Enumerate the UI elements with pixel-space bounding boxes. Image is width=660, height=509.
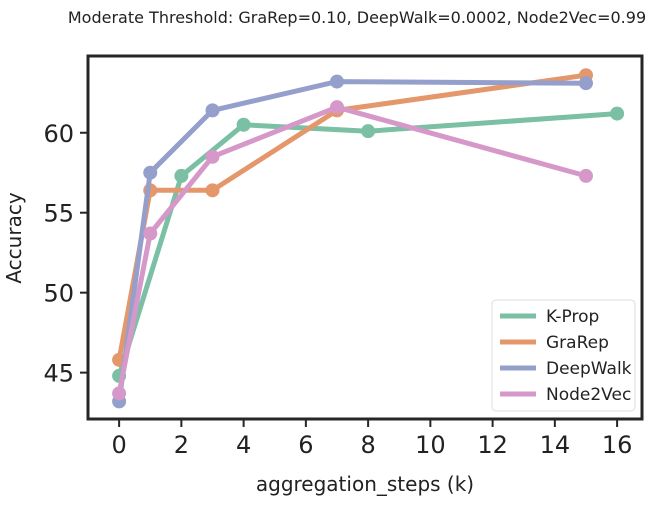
x-tick-label: 12 xyxy=(477,431,508,459)
series-node2vec xyxy=(112,100,593,401)
legend-label-k-prop: K-Prop xyxy=(546,307,599,327)
data-point-node2vec xyxy=(578,168,593,183)
data-point-node2vec xyxy=(143,226,158,241)
data-point-deepwalk xyxy=(329,74,344,89)
y-tick-label: 55 xyxy=(43,200,74,228)
y-tick-label: 60 xyxy=(43,120,74,148)
x-tick-label: 2 xyxy=(174,431,189,459)
x-tick-label: 8 xyxy=(360,431,375,459)
y-axis-label: Accuracy xyxy=(2,192,26,283)
x-tick-label: 16 xyxy=(602,431,633,459)
legend-box xyxy=(491,299,636,412)
x-tick-label: 6 xyxy=(298,431,313,459)
data-point-deepwalk xyxy=(205,103,220,118)
legend-label-node2vec: Node2Vec xyxy=(546,385,631,405)
data-point-grarep xyxy=(205,183,220,198)
chart-title: Moderate Threshold: GraRep=0.10, DeepWal… xyxy=(68,8,646,27)
data-point-k-prop xyxy=(236,117,251,132)
plot-frame xyxy=(86,54,644,421)
data-point-k-prop xyxy=(174,168,189,183)
series-deepwalk xyxy=(112,74,593,409)
x-axis-label: aggregation_steps (k) xyxy=(256,472,474,496)
data-point-node2vec xyxy=(205,149,220,164)
x-tick-label: 10 xyxy=(415,431,446,459)
x-tick-label: 0 xyxy=(111,431,126,459)
y-tick-label: 45 xyxy=(43,360,74,388)
legend-label-grarep: GraRep xyxy=(546,333,609,353)
data-point-node2vec xyxy=(329,100,344,115)
legend: K-Prop GraRep DeepWalk Node2Vec xyxy=(491,299,636,412)
data-point-deepwalk xyxy=(143,165,158,180)
data-point-node2vec xyxy=(112,386,127,401)
data-point-k-prop xyxy=(361,124,376,139)
series-k-prop xyxy=(112,106,625,383)
y-tick-label: 50 xyxy=(43,280,74,308)
x-tick-label: 14 xyxy=(540,431,571,459)
data-point-deepwalk xyxy=(578,76,593,91)
axis-ticks: 0 2 4 6 8 10 12 14 16 45 50 55 60 xyxy=(43,120,632,459)
legend-label-deepwalk: DeepWalk xyxy=(546,359,632,379)
x-tick-label: 4 xyxy=(236,431,251,459)
series-layer xyxy=(112,68,625,409)
data-point-k-prop xyxy=(610,106,625,121)
